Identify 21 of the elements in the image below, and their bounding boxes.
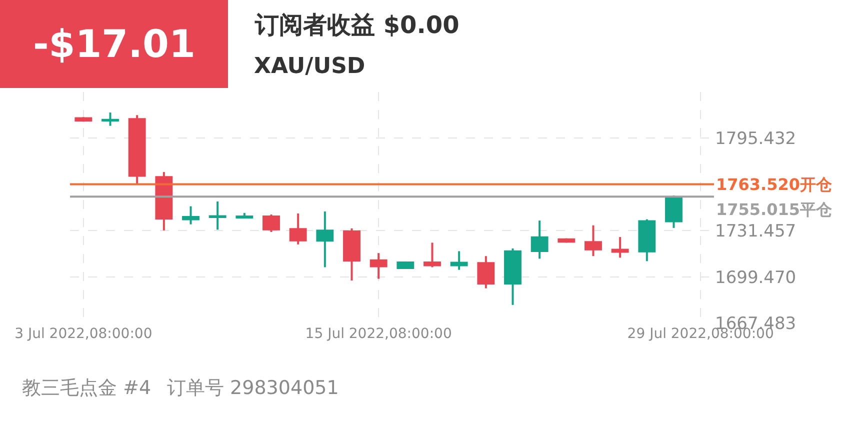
candlestick — [558, 237, 576, 244]
candlestick — [611, 236, 629, 259]
text: 教三毛点金 #4 — [22, 377, 152, 399]
ref-line-label: 1755.015平仓 — [716, 200, 834, 219]
chart-subtitle: XAU/USD — [254, 54, 366, 79]
candlestick — [289, 212, 307, 246]
ref-line-label: 1763.520开仓 — [716, 175, 834, 194]
text: 订单号 298304051 — [167, 377, 339, 399]
x-tick-label: 15 Jul 2022,08:00:00 — [305, 326, 452, 342]
candlestick — [396, 260, 414, 270]
candlestick — [182, 205, 200, 226]
x-tick-label: 29 Jul 2022,08:00:00 — [627, 326, 774, 342]
y-tick-label: 1795.432 — [715, 129, 796, 150]
y-tick-label: 1699.470 — [715, 268, 796, 288]
text: -$17.01 — [33, 22, 196, 66]
chart-title: 订阅者收益 $0.00 — [254, 11, 460, 39]
x-tick-label: 3 Jul 2022,08:00:00 — [14, 326, 152, 342]
candlestick — [584, 224, 602, 258]
candlestick — [262, 214, 280, 233]
y-tick-label: 1731.457 — [715, 222, 796, 242]
candlestick — [208, 200, 226, 231]
